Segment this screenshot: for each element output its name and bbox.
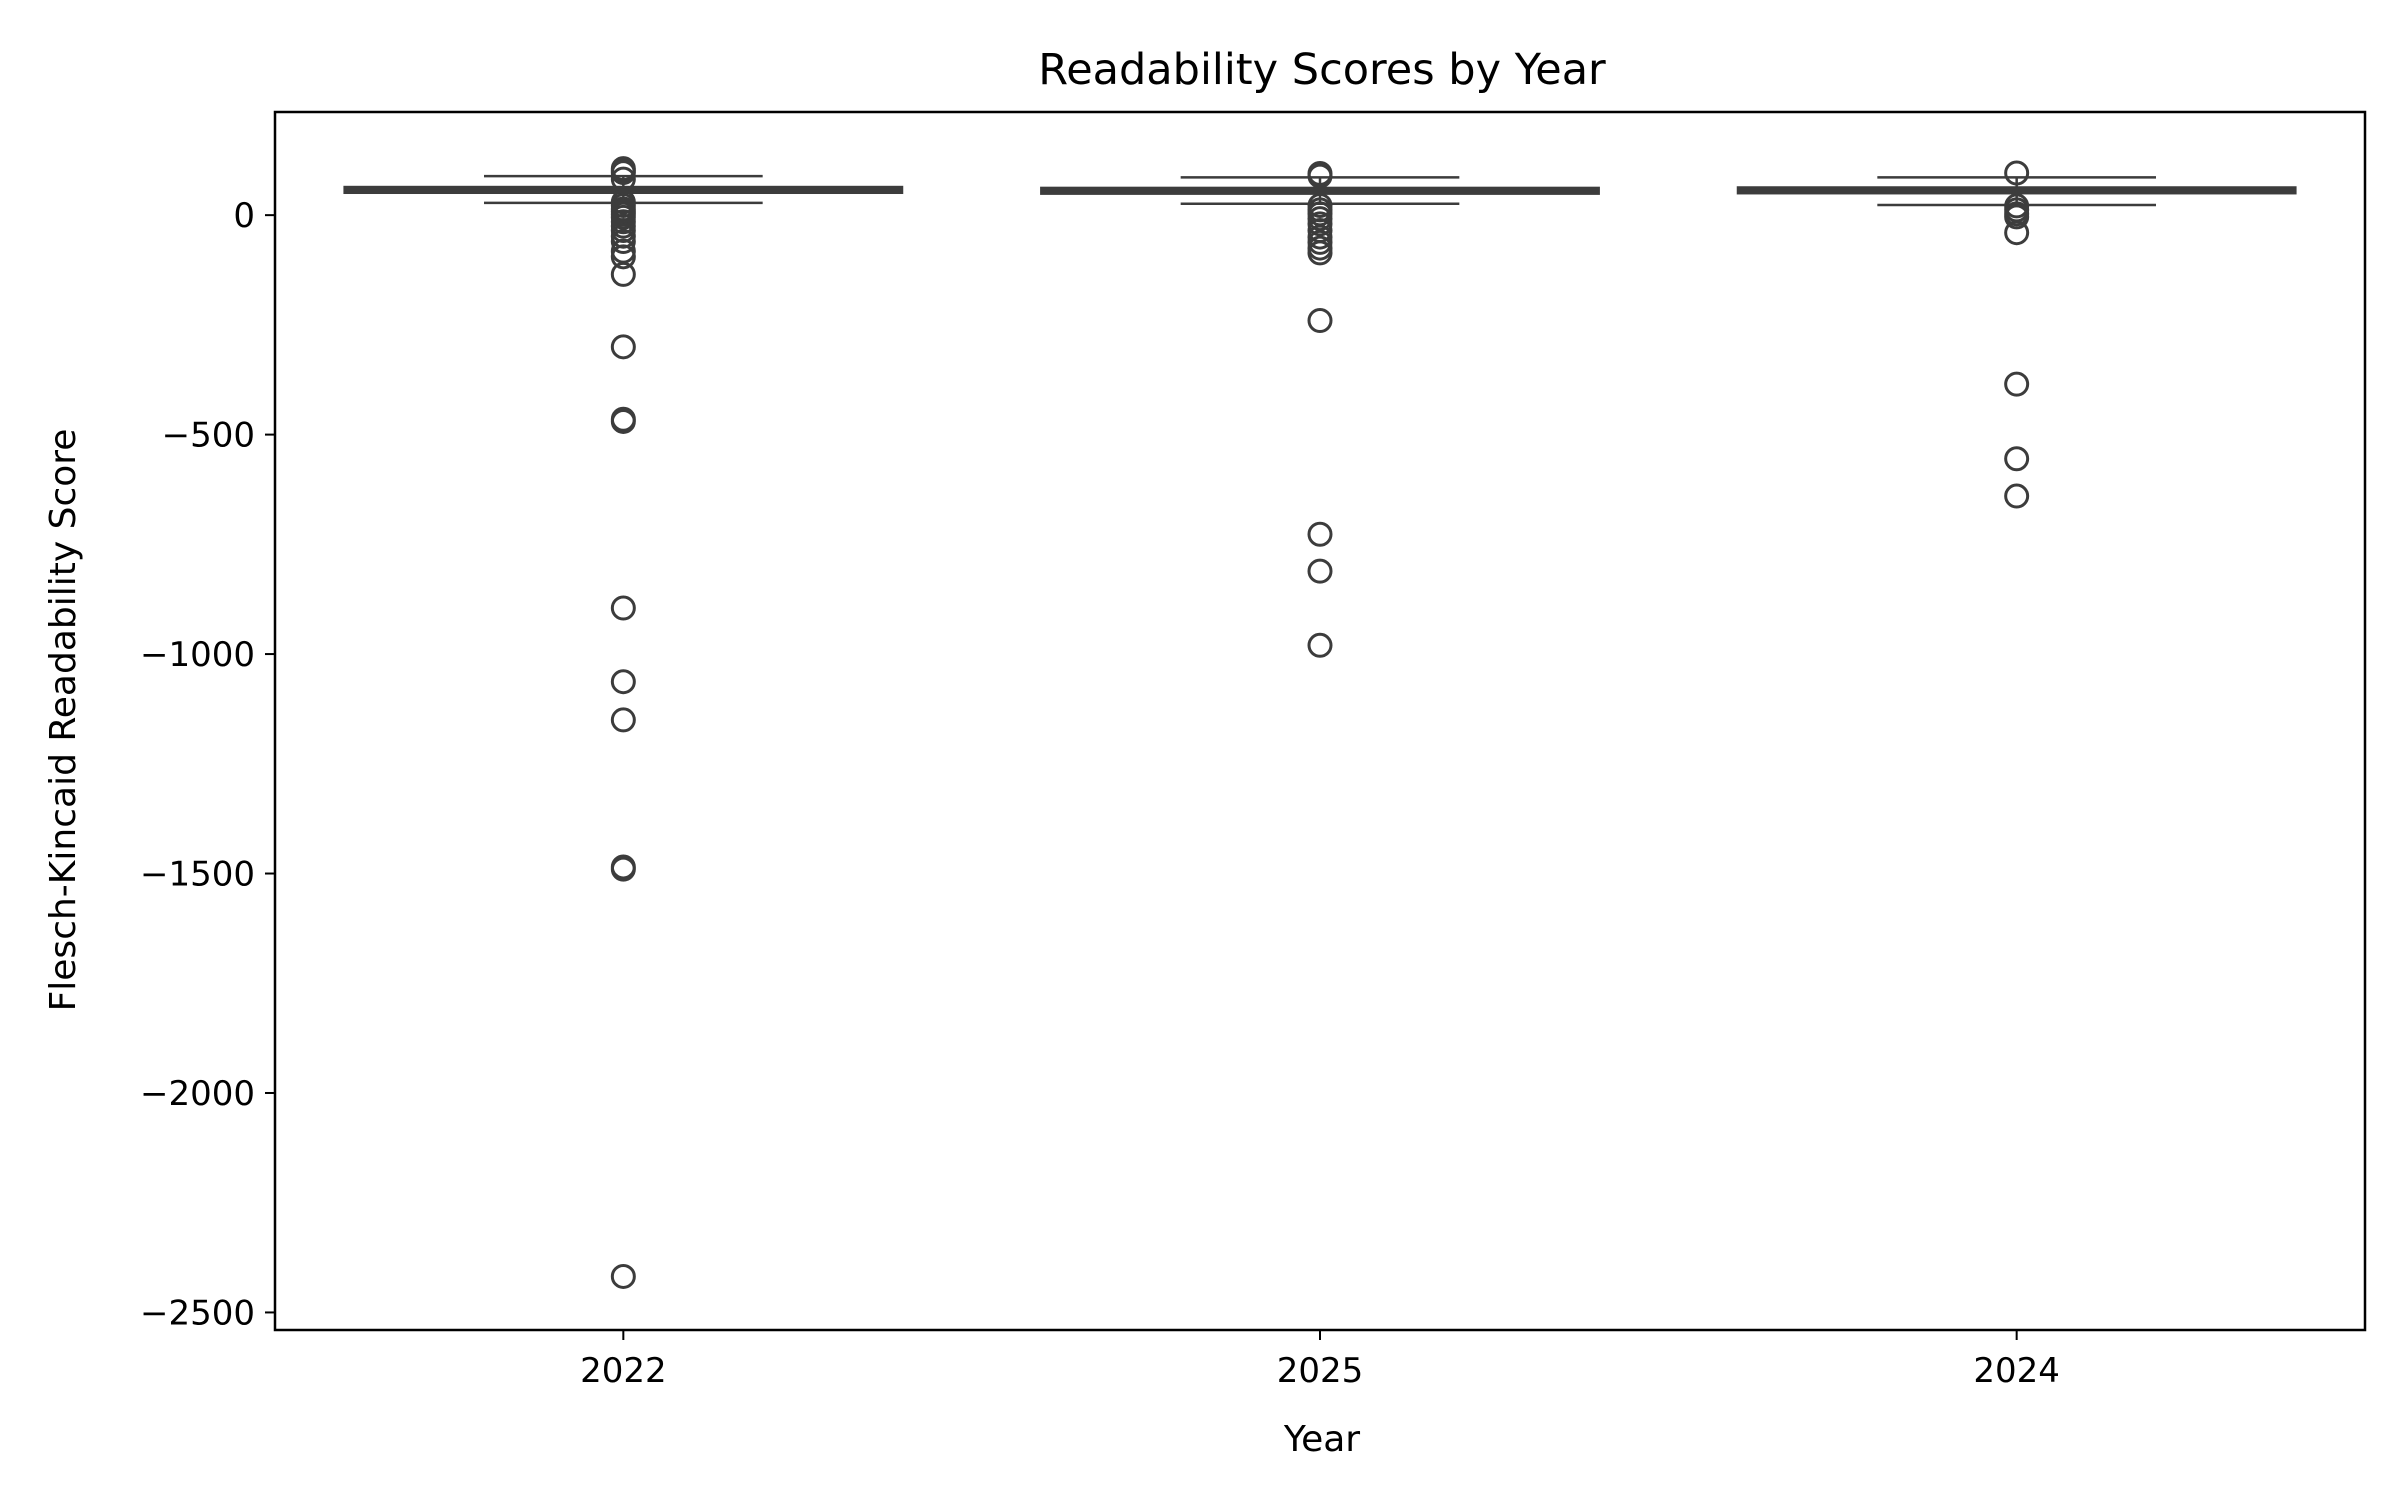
- chart-title: Readability Scores by Year: [1038, 45, 1606, 95]
- outlier-point: [610, 856, 636, 882]
- outlier-point: [1307, 558, 1333, 584]
- outlier-point: [2004, 483, 2030, 509]
- outlier-point: [610, 228, 636, 254]
- y-tick-label: −500: [162, 416, 255, 456]
- box-group-2025: [1040, 160, 1600, 658]
- outlier-point: [610, 261, 636, 287]
- y-tick-label: −1000: [140, 635, 255, 675]
- outlier-point: [1307, 632, 1333, 658]
- outlier-point: [2004, 371, 2030, 397]
- outlier-point: [610, 334, 636, 360]
- y-tick-label: −1500: [140, 855, 255, 895]
- outlier-point: [610, 669, 636, 695]
- x-tick-label: 2025: [1277, 1351, 1364, 1391]
- box-group-2022: [343, 156, 904, 1289]
- y-tick-label: −2000: [140, 1074, 255, 1114]
- x-axis-title: Year: [1283, 1419, 1360, 1460]
- x-tick-label: 2022: [580, 1351, 667, 1391]
- plot-frame: [273, 110, 2367, 1332]
- box-group-2024: [1736, 160, 2297, 509]
- outlier-point: [2004, 160, 2030, 186]
- outlier-point: [1307, 211, 1333, 237]
- outlier-point: [610, 244, 636, 270]
- outlier-point: [610, 160, 636, 186]
- outlier-point: [2004, 446, 2030, 472]
- x-axis: 2022 2025 2024: [580, 1330, 2060, 1391]
- outlier-point: [610, 595, 636, 621]
- outlier-point: [2004, 204, 2030, 230]
- outlier-point: [1307, 521, 1333, 547]
- y-axis-title: Flesch-Kincaid Readability Score: [43, 429, 84, 1012]
- y-tick-label: −2500: [140, 1293, 255, 1333]
- outlier-point: [2004, 220, 2030, 246]
- outlier-point: [1307, 307, 1333, 333]
- outlier-point: [1307, 163, 1333, 189]
- y-tick-label: 0: [233, 196, 255, 236]
- x-tick-label: 2024: [1973, 1351, 2060, 1391]
- plot-marks: [343, 156, 2297, 1289]
- outlier-point: [610, 707, 636, 733]
- outlier-point: [610, 408, 636, 434]
- y-axis: 0 −500 −1000 −1500 −2000 −2500: [140, 196, 275, 1333]
- outlier-point: [1307, 240, 1333, 266]
- outlier-point: [610, 1263, 636, 1289]
